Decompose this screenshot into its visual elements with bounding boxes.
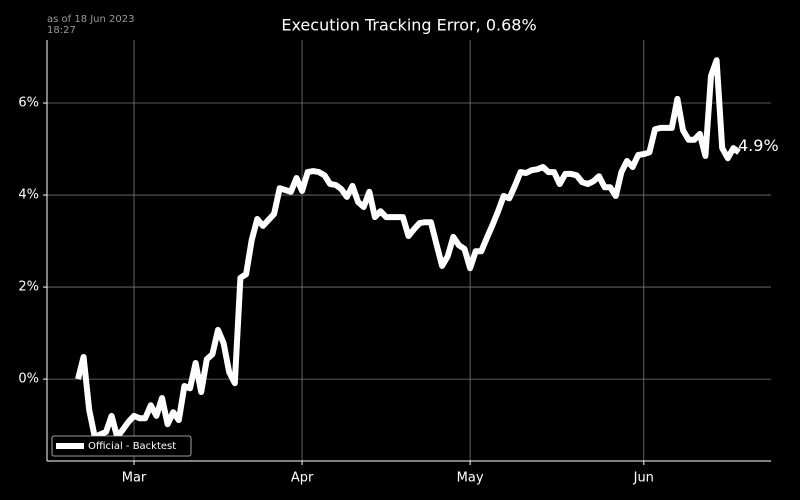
y-tick-label: 4% — [18, 188, 39, 203]
legend-box — [51, 435, 192, 457]
value-label: 4.9% — [738, 136, 779, 155]
x-tick-label: Apr — [291, 471, 314, 486]
x-tick-label: May — [457, 471, 484, 486]
y-tick-label: 6% — [18, 96, 39, 111]
x-tick-label: Jun — [633, 471, 654, 486]
y-tick-label: 0% — [18, 372, 39, 387]
chart-title: Execution Tracking Error, 0.68% — [281, 16, 536, 35]
line — [75, 57, 741, 441]
legend: Official - Backtest — [51, 435, 192, 457]
note: 18:27 — [47, 25, 76, 36]
note: as of 18 Jun 2023 — [47, 14, 135, 25]
legend-label: Official - Backtest — [88, 441, 176, 452]
y-tick-label: 2% — [18, 280, 39, 295]
x-tick-label: Mar — [122, 471, 147, 486]
